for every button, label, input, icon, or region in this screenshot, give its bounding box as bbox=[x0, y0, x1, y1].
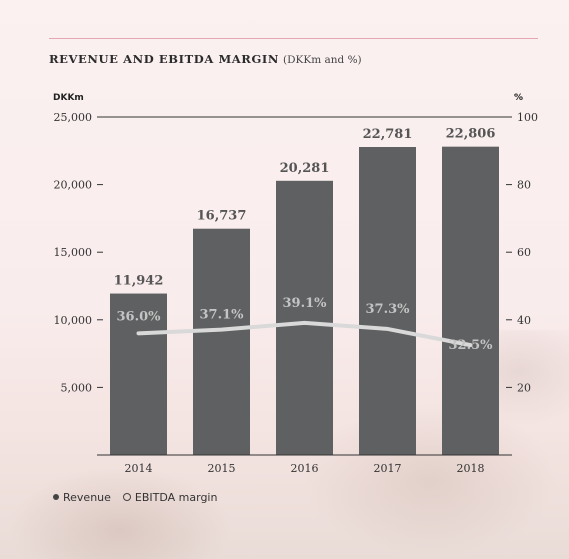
revenue-data-label: 11,942 bbox=[114, 274, 164, 289]
revenue-bar bbox=[359, 147, 416, 455]
chart-legend: Revenue EBITDA margin bbox=[53, 491, 217, 504]
revenue-bar bbox=[193, 228, 250, 455]
revenue-data-label: 22,781 bbox=[363, 127, 413, 142]
ebitda-margin-line bbox=[136, 320, 473, 348]
chart-title: REVENUE AND EBITDA MARGIN bbox=[49, 52, 279, 66]
ebitda-data-label: 36.0% bbox=[116, 309, 161, 324]
ebitda-data-label: 39.1% bbox=[282, 296, 327, 311]
ebitda-data-label: 37.3% bbox=[365, 302, 410, 317]
right-axis-unit: % bbox=[514, 93, 524, 103]
revenue-data-label: 16,737 bbox=[197, 209, 247, 224]
ebitda-data-label: 32.5% bbox=[448, 338, 493, 353]
ebitda-legend-label: EBITDA margin bbox=[134, 491, 218, 504]
revenue-data-label: 22,806 bbox=[446, 127, 496, 142]
revenue-bar bbox=[442, 146, 499, 455]
x-category-label: 2015 bbox=[208, 462, 236, 475]
x-category-label: 2016 bbox=[291, 462, 319, 475]
revenue-legend-marker bbox=[53, 494, 59, 500]
left-tick-label: 25,000 bbox=[54, 111, 93, 124]
revenue-bar bbox=[276, 180, 333, 455]
right-tick-label: 40 bbox=[517, 314, 531, 327]
revenue-data-label: 20,281 bbox=[280, 161, 330, 176]
chart-subtitle: (DKKm and %) bbox=[282, 54, 362, 66]
left-tick-label: 5,000 bbox=[61, 381, 93, 394]
chart-title-block: REVENUE AND EBITDA MARGIN (DKKm and %) bbox=[49, 52, 362, 66]
right-tick-label: 60 bbox=[517, 246, 531, 259]
revenue-legend-label: Revenue bbox=[63, 491, 111, 504]
x-category-label: 2018 bbox=[457, 462, 485, 475]
top-divider bbox=[49, 38, 538, 39]
left-tick-label: 20,000 bbox=[54, 179, 93, 192]
left-tick-label: 15,000 bbox=[54, 246, 93, 259]
right-tick-label: 80 bbox=[517, 179, 531, 192]
left-tick-label: 10,000 bbox=[54, 314, 93, 327]
right-tick-label: 20 bbox=[517, 381, 531, 394]
right-tick-label: 100 bbox=[517, 111, 538, 124]
ebitda-legend-marker bbox=[122, 493, 131, 501]
left-axis-unit: DKKm bbox=[53, 93, 84, 103]
x-category-label: 2017 bbox=[374, 462, 402, 475]
ebitda-data-label: 37.1% bbox=[199, 308, 244, 323]
x-category-label: 2014 bbox=[125, 462, 153, 475]
revenue-bar bbox=[110, 293, 167, 455]
